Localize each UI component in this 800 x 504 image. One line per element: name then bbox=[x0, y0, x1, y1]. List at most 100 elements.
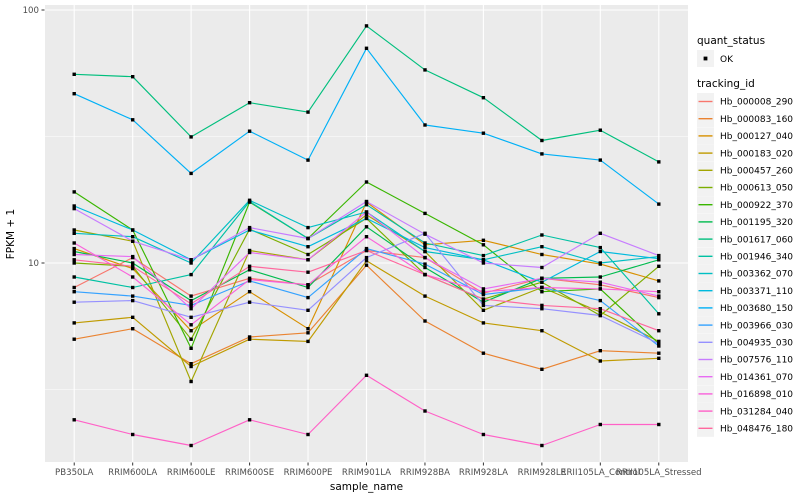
data-point bbox=[72, 204, 76, 208]
data-point bbox=[247, 335, 252, 339]
data-point bbox=[247, 198, 252, 202]
data-point bbox=[189, 379, 193, 384]
legend-label-tracking-id: Hb_003680_150 bbox=[720, 304, 793, 314]
data-point bbox=[657, 341, 661, 346]
legend-point-icon bbox=[703, 56, 708, 61]
data-point bbox=[540, 245, 544, 249]
data-point bbox=[598, 359, 602, 363]
y-tick-label: 10 bbox=[28, 259, 39, 269]
data-point bbox=[481, 131, 486, 135]
data-point bbox=[189, 258, 193, 262]
x-tick-label: RRII105LA_Stressed bbox=[616, 468, 702, 478]
data-point bbox=[481, 300, 486, 304]
legend-label-tracking-id: Hb_007576_110 bbox=[720, 356, 793, 366]
data-point bbox=[364, 235, 369, 239]
data-point bbox=[598, 128, 602, 132]
data-point bbox=[131, 261, 135, 265]
data-point bbox=[598, 310, 602, 314]
data-point bbox=[189, 302, 193, 306]
data-point bbox=[657, 329, 661, 333]
data-point bbox=[364, 263, 369, 267]
data-point bbox=[598, 261, 602, 265]
data-point bbox=[423, 68, 427, 72]
data-point bbox=[540, 303, 544, 308]
data-point bbox=[131, 298, 135, 303]
data-point bbox=[189, 294, 193, 298]
data-point bbox=[72, 246, 76, 251]
x-tick-label: RRIM600LE bbox=[167, 468, 216, 478]
data-point bbox=[306, 158, 310, 162]
data-point bbox=[423, 211, 427, 216]
data-point bbox=[72, 337, 76, 341]
data-point bbox=[306, 339, 310, 344]
data-point bbox=[189, 307, 193, 311]
data-point bbox=[481, 321, 486, 325]
data-point bbox=[540, 138, 544, 143]
data-point bbox=[247, 129, 252, 133]
data-point bbox=[306, 327, 310, 331]
data-point bbox=[481, 253, 486, 258]
data-point bbox=[481, 261, 486, 265]
data-point bbox=[598, 422, 602, 427]
data-point bbox=[72, 231, 76, 235]
x-tick-label: RRIM600LA bbox=[108, 468, 157, 478]
data-point bbox=[423, 409, 427, 413]
legend-label-tracking-id: Hb_000457_260 bbox=[720, 167, 793, 177]
data-point bbox=[189, 443, 193, 448]
data-point bbox=[247, 418, 252, 422]
data-point bbox=[540, 233, 544, 237]
data-point bbox=[540, 276, 544, 280]
data-point bbox=[306, 283, 310, 287]
x-tick-label: RRIM928LE bbox=[518, 468, 567, 478]
legend-label-tracking-id: Hb_000083_160 bbox=[720, 115, 793, 125]
legend-label-tracking-id: Hb_000127_040 bbox=[720, 132, 793, 142]
data-point bbox=[306, 225, 310, 230]
legend-label-tracking-id: Hb_003966_030 bbox=[720, 321, 793, 331]
data-point bbox=[481, 432, 486, 437]
x-tick-label: RRII105LA_Control bbox=[560, 468, 640, 478]
data-point bbox=[72, 190, 76, 194]
data-point bbox=[540, 265, 544, 270]
data-point bbox=[247, 337, 252, 341]
data-point bbox=[657, 351, 661, 355]
data-point bbox=[247, 300, 252, 304]
data-point bbox=[481, 292, 486, 297]
data-point bbox=[364, 373, 369, 377]
data-point bbox=[540, 443, 544, 448]
data-point bbox=[364, 213, 369, 217]
data-point bbox=[481, 290, 486, 294]
legend-label-quant-status: OK bbox=[720, 55, 734, 65]
data-point bbox=[364, 203, 369, 207]
legend-title-quant-status: quant_status bbox=[697, 35, 765, 47]
data-point bbox=[481, 308, 486, 312]
data-point bbox=[540, 329, 544, 333]
data-point bbox=[306, 252, 310, 257]
data-point bbox=[364, 199, 369, 204]
data-point bbox=[423, 232, 427, 236]
data-point bbox=[657, 264, 661, 268]
legend-label-tracking-id: Hb_001617_060 bbox=[720, 235, 793, 245]
legend-title-tracking-id: tracking_id bbox=[697, 78, 755, 90]
data-point bbox=[189, 337, 193, 341]
data-point bbox=[364, 24, 369, 28]
data-point bbox=[72, 72, 76, 76]
data-point bbox=[598, 245, 602, 250]
data-point bbox=[598, 275, 602, 279]
data-point bbox=[657, 339, 661, 344]
data-point bbox=[131, 264, 135, 268]
data-point bbox=[189, 298, 193, 303]
data-point bbox=[131, 118, 135, 122]
legend-label-tracking-id: Hb_003371_110 bbox=[720, 287, 793, 297]
legend-label-tracking-id: Hb_031284_040 bbox=[720, 407, 793, 417]
legend-label-tracking-id: Hb_004935_030 bbox=[720, 339, 793, 349]
data-point bbox=[72, 228, 76, 232]
data-point bbox=[540, 367, 544, 371]
data-point bbox=[598, 158, 602, 162]
data-point bbox=[657, 312, 661, 316]
data-point bbox=[306, 285, 310, 290]
data-point bbox=[364, 255, 369, 260]
x-axis-title: sample_name bbox=[330, 481, 403, 493]
data-point bbox=[364, 246, 369, 251]
data-point bbox=[131, 239, 135, 243]
